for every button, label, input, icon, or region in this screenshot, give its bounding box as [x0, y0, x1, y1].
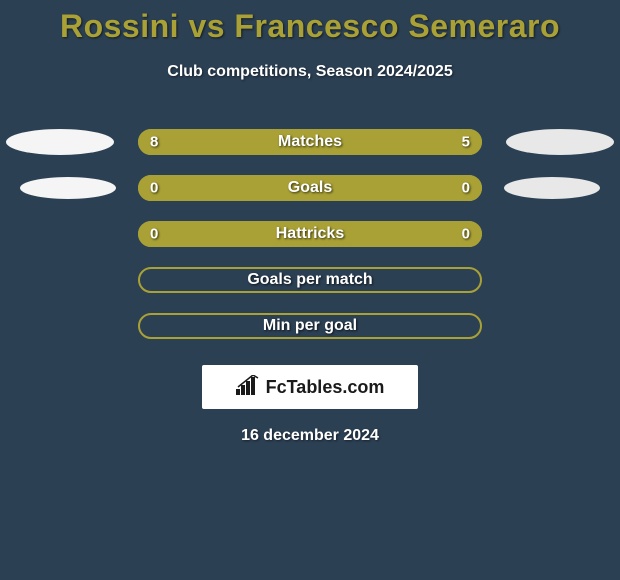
date-line: 16 december 2024: [0, 427, 620, 445]
page-title: Rossini vs Francesco Semeraro: [0, 8, 620, 45]
bar-bg: [138, 313, 482, 339]
bar-bg: [138, 221, 482, 247]
page-subtitle: Club competitions, Season 2024/2025: [0, 63, 620, 81]
player-ellipse-left: [6, 129, 114, 155]
stat-bar: 00Goals: [138, 175, 482, 201]
infographic-container: Rossini vs Francesco Semeraro Club compe…: [0, 0, 620, 580]
stat-bar: 00Hattricks: [138, 221, 482, 247]
logo-box: FcTables.com: [202, 365, 418, 409]
stat-bar: Min per goal: [138, 313, 482, 339]
stat-row: Goals per match: [0, 257, 620, 303]
stat-value-left: 8: [150, 134, 158, 151]
stats-area: 85Matches00Goals00HattricksGoals per mat…: [0, 119, 620, 349]
stat-row: 00Hattricks: [0, 211, 620, 257]
stat-row: 00Goals: [0, 165, 620, 211]
stat-value-right: 0: [462, 226, 470, 243]
player-ellipse-right: [504, 177, 600, 199]
stat-value-right: 5: [462, 134, 470, 151]
bar-bg: [138, 175, 482, 201]
chart-icon: [236, 375, 262, 400]
player-ellipse-left: [20, 177, 116, 199]
stat-bar: Goals per match: [138, 267, 482, 293]
stat-value-left: 0: [150, 226, 158, 243]
stat-bar: 85Matches: [138, 129, 482, 155]
stat-value-right: 0: [462, 180, 470, 197]
stat-row: 85Matches: [0, 119, 620, 165]
bar-bg: [138, 267, 482, 293]
player-ellipse-right: [506, 129, 614, 155]
bar-bg: [138, 129, 482, 155]
stat-row: Min per goal: [0, 303, 620, 349]
logo-inner: FcTables.com: [236, 375, 385, 400]
logo-text: FcTables.com: [266, 377, 385, 398]
stat-value-left: 0: [150, 180, 158, 197]
